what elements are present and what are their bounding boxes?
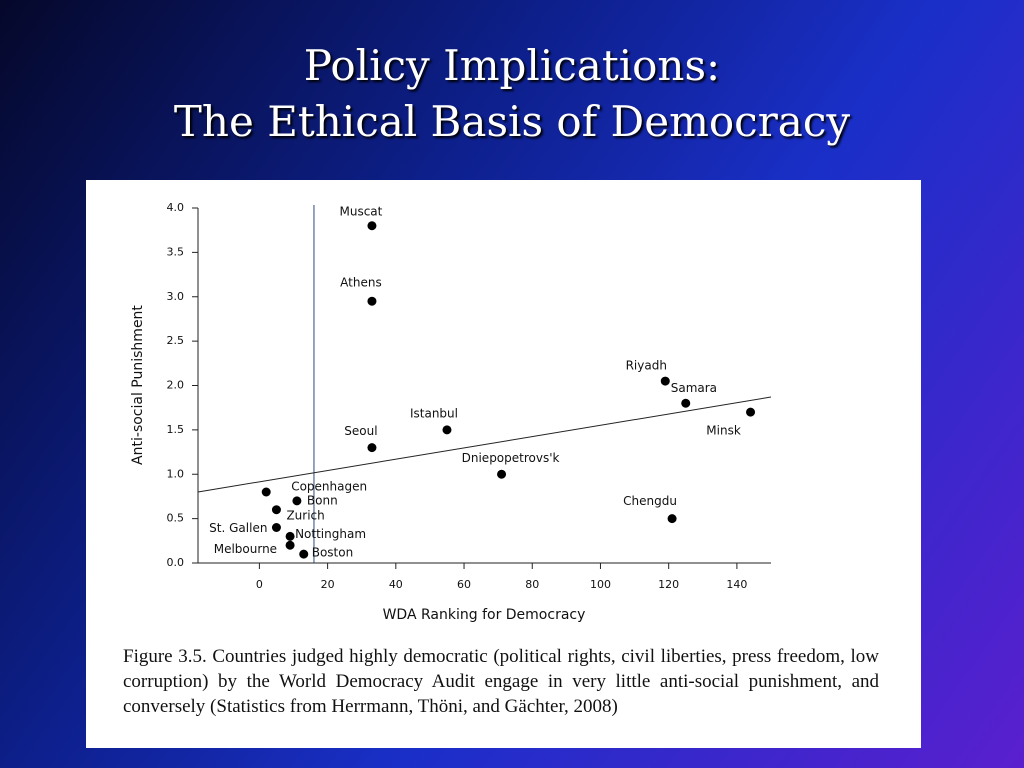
- point-label: Zurich: [286, 508, 324, 522]
- point: [285, 531, 295, 541]
- x-tick-label: 40: [389, 578, 403, 591]
- y-axis-label: Anti-social Punishment: [130, 305, 146, 465]
- point: [681, 398, 691, 408]
- point: [367, 443, 377, 453]
- x-tick-label: 20: [321, 578, 335, 591]
- point: [261, 487, 271, 497]
- point: [497, 469, 507, 479]
- point: [442, 425, 452, 435]
- point: [660, 376, 670, 386]
- trend-line: [197, 396, 772, 493]
- point-label: Dniepopetrovs'k: [462, 451, 560, 465]
- point: [271, 505, 281, 515]
- x-axis-label: WDA Ranking for Democracy: [383, 607, 586, 623]
- point-label: Nottingham: [295, 527, 366, 541]
- point: [746, 407, 756, 417]
- point: [299, 549, 309, 559]
- point: [667, 514, 677, 524]
- point-label: Samara: [671, 381, 717, 395]
- title-line: The Ethical Basis of Democracy: [173, 97, 851, 146]
- x-tick-label: 80: [525, 578, 539, 591]
- point-label: Riyadh: [626, 359, 667, 373]
- y-tick-label: 3.5: [167, 245, 185, 258]
- title: Policy Implications: The Ethical Basis o…: [0, 38, 1024, 150]
- point: [367, 221, 377, 231]
- y-tick-label: 1.0: [167, 467, 185, 480]
- y-tick-label: 2.5: [167, 334, 185, 347]
- x-tick-label: 60: [457, 578, 471, 591]
- y-tick-label: 1.5: [167, 423, 185, 436]
- point: [285, 540, 295, 550]
- figure-panel: [86, 180, 921, 748]
- x-tick-label: 0: [256, 578, 263, 591]
- y-tick-label: 4.0: [167, 201, 185, 214]
- point-label: Boston: [312, 546, 353, 560]
- point-label: Copenhagen: [291, 480, 367, 494]
- point-label: Bonn: [307, 493, 338, 507]
- point-label: Athens: [340, 276, 382, 290]
- x-tick-label: 100: [590, 578, 611, 591]
- x-tick-label: 120: [658, 578, 679, 591]
- point-label: Chengdu: [623, 494, 677, 508]
- y-tick-label: 3.0: [167, 290, 185, 303]
- point-label: Istanbul: [410, 406, 458, 420]
- x-tick-label: 140: [726, 578, 747, 591]
- y-tick-label: 2.0: [167, 379, 185, 392]
- point: [292, 496, 302, 506]
- point: [367, 296, 377, 306]
- point-label: Muscat: [340, 204, 383, 218]
- y-tick-label: 0.0: [167, 556, 185, 569]
- point-label: Seoul: [344, 424, 377, 438]
- point-label: Melbourne: [214, 542, 277, 556]
- point-label: St. Gallen: [209, 521, 267, 535]
- caption: Figure 3.5. Countries judged highly demo…: [123, 646, 879, 717]
- title-line: Policy Implications:: [303, 41, 721, 90]
- y-tick-label: 0.5: [167, 512, 185, 525]
- point-label: Minsk: [706, 424, 741, 438]
- point: [271, 523, 281, 532]
